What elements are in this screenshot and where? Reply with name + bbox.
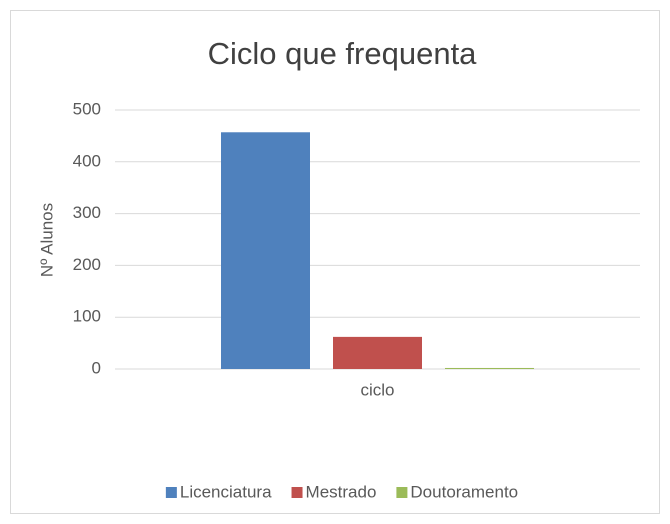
chart-title: Ciclo que frequenta xyxy=(208,36,478,71)
y-tick-label: 100 xyxy=(73,307,101,326)
bar xyxy=(445,367,534,369)
legend-label: Doutoramento xyxy=(410,482,518,501)
legend-label: Mestrado xyxy=(306,482,377,501)
legend-label: Licenciatura xyxy=(180,482,272,501)
legend-swatch xyxy=(396,487,408,498)
y-tick-label: 0 xyxy=(92,358,101,377)
x-tick-label: ciclo xyxy=(360,380,394,399)
y-axis-label: Nº Alunos xyxy=(37,203,56,277)
legend-swatch xyxy=(291,487,303,498)
bar xyxy=(221,132,310,369)
y-tick-label: 400 xyxy=(73,151,101,170)
legend-swatch xyxy=(165,487,177,498)
y-tick-label: 500 xyxy=(73,99,101,118)
y-tick-label: 300 xyxy=(73,203,101,222)
bar xyxy=(333,336,422,369)
y-tick-label: 200 xyxy=(73,255,101,274)
chart-border xyxy=(10,10,660,514)
